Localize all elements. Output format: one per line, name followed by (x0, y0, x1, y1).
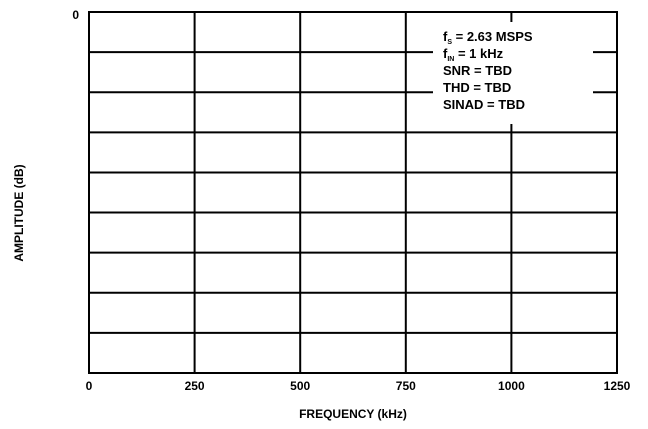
annotation-line: fIN = 1 kHz (443, 46, 504, 63)
plot-frame (88, 11, 618, 374)
grid-layer (89, 12, 617, 373)
x-tick-label: 250 (185, 379, 205, 393)
x-axis-title: FREQUENCY (kHz) (299, 407, 407, 421)
x-tick-label: 1250 (604, 379, 631, 393)
y-axis-title: AMPLITUDE (dB) (12, 164, 26, 261)
x-tick-label: 0 (86, 379, 93, 393)
x-tick-label: 500 (290, 379, 310, 393)
annotation-line: SINAD = TBD (443, 97, 525, 112)
y-tick-label: 0 (72, 8, 79, 22)
x-tick-label: 750 (396, 379, 416, 393)
annotation-box (433, 22, 593, 124)
annotation-line: THD = TBD (443, 80, 511, 95)
x-tick-label: 1000 (498, 379, 525, 393)
x-tick-labels: 0 250 500 750 1000 1250 (86, 379, 631, 393)
annotation-line: SNR = TBD (443, 63, 512, 78)
y-tick-labels: 0 (72, 8, 79, 22)
annotation-line: fS = 2.63 MSPS (443, 29, 533, 46)
